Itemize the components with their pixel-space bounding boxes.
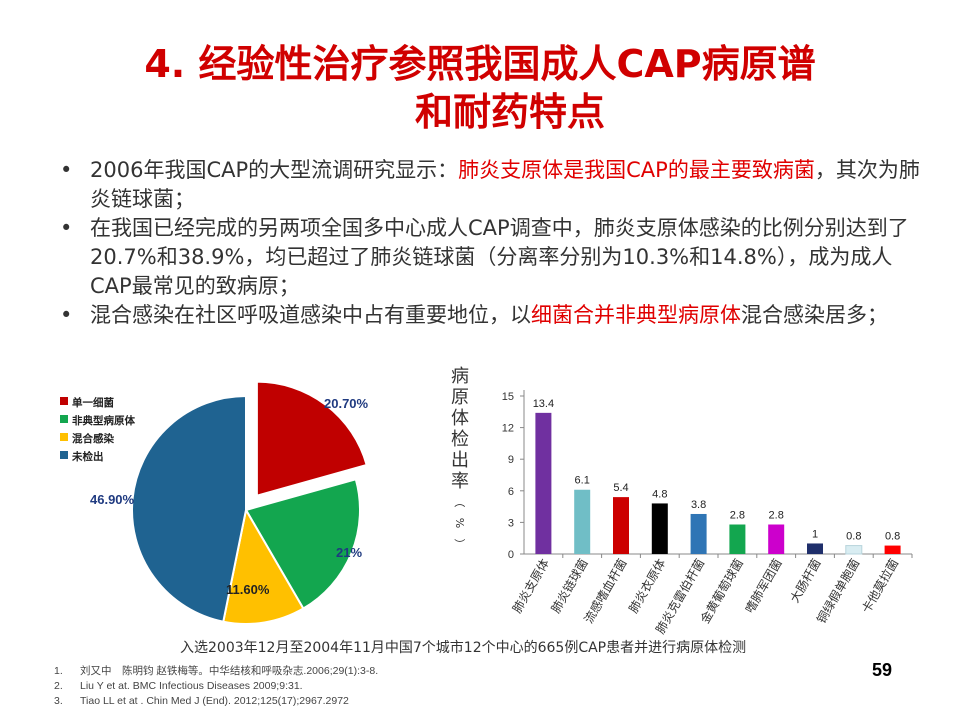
y-tick-label: 3	[508, 517, 514, 529]
reference-item: 1. 刘又中 陈明钧 赵铁梅等。中华结核和呼吸杂志.2006;29(1):3-8.	[54, 664, 614, 679]
legend-swatch	[60, 433, 68, 441]
reference-text: Liu Y et at. BMC Infectious Diseases 200…	[80, 680, 303, 692]
bullet-highlight: 肺炎支原体是我国CAP的最主要致病菌	[458, 158, 815, 182]
y-tick-label: 15	[502, 391, 514, 403]
bar	[690, 513, 707, 554]
bar	[884, 545, 901, 554]
bar	[574, 489, 591, 554]
x-tick-label: 大肠杆菌	[787, 557, 823, 606]
pie-slice	[255, 380, 368, 497]
y-axis-label-char: 原	[451, 387, 469, 408]
x-tick-label: 卡他莫拉菌	[858, 556, 901, 615]
pie-slice	[222, 507, 305, 625]
y-axis-label-char: 病	[451, 366, 469, 387]
y-axis-label-char: 出	[451, 450, 469, 471]
reference-item: 3. Tiao LL et at . Chin Med J (End). 2012…	[54, 694, 614, 709]
pie-slice	[131, 394, 247, 623]
reference-text: Tiao LL et at . Chin Med J (End). 2012;1…	[80, 695, 349, 707]
chart-caption: 入选2003年12月至2004年11月中国7个城市12个中心的665例CAP患者…	[180, 640, 747, 656]
legend-entry: 单一细菌	[72, 396, 114, 409]
slide-title: 4. 经验性治疗参照我国成人CAP病原谱 和耐药特点	[0, 40, 960, 136]
pie-slice-label: 46.90%	[90, 492, 135, 507]
bar-value-label: 1	[812, 528, 818, 540]
bullet-list: 2006年我国CAP的大型流调研究显示：肺炎支原体是我国CAP的最主要致病菌，其…	[58, 156, 928, 330]
pie-slice-label: 11.60%	[226, 582, 270, 597]
reference-number: 2.	[54, 680, 63, 692]
bar-value-label: 6.1	[575, 475, 590, 487]
bar	[807, 543, 823, 554]
bar-value-label: 0.8	[846, 531, 861, 543]
legend-entry: 非典型病原体	[72, 414, 135, 427]
bar	[613, 497, 629, 554]
bar-value-label: 4.8	[652, 488, 667, 500]
pie-slice	[244, 478, 361, 610]
bullet-text: ，其次为肺炎链球菌；	[90, 158, 920, 211]
bullet-item: 混合感染在社区呼吸道感染中占有重要地位，以细菌合并非典型病原体混合感染居多；	[58, 301, 928, 330]
references: 1. 刘又中 陈明钧 赵铁梅等。中华结核和呼吸杂志.2006;29(1):3-8.…	[54, 664, 614, 709]
pie-slice-label: 21%	[336, 545, 362, 560]
legend-swatch	[60, 415, 68, 423]
bar	[845, 545, 863, 555]
bar-value-label: 2.8	[769, 510, 784, 522]
x-tick-label: 嗜肺军团菌	[743, 557, 785, 616]
bar-marks: 13.4肺炎支原体6.1肺炎链球菌5.4流感嗜血杆菌4.8肺炎衣原体3.8肺炎克…	[510, 398, 901, 636]
bullet-item: 2006年我国CAP的大型流调研究显示：肺炎支原体是我国CAP的最主要致病菌，其…	[58, 156, 928, 214]
bar-value-label: 2.8	[730, 510, 745, 522]
y-tick-label: 12	[502, 423, 514, 435]
bar	[651, 503, 668, 554]
y-axis-label-char: 体	[451, 408, 469, 429]
title-line-1: 4. 经验性治疗参照我国成人CAP病原谱	[144, 42, 816, 86]
y-axis-label-char: %	[453, 518, 466, 528]
y-tick-label: 9	[508, 454, 514, 466]
reference-text: 刘又中 陈明钧 赵铁梅等。中华结核和呼吸杂志.2006;29(1):3-8.	[80, 665, 379, 677]
pie-slice-label: 20.70%	[324, 396, 369, 411]
title-line-2: 和耐药特点	[414, 90, 605, 134]
bar	[535, 412, 552, 554]
legend-entry: 未检出	[71, 450, 104, 463]
x-tick-label: 肺炎链球菌	[548, 556, 591, 615]
bullet-highlight: 细菌合并非典型病原体	[531, 303, 741, 327]
bullet-text: 2006年我国CAP的大型流调研究显示：	[90, 158, 459, 182]
bar-value-label: 5.4	[613, 482, 628, 494]
bar-value-label: 13.4	[533, 398, 554, 410]
bullet-text: 混合感染居多；	[741, 303, 888, 327]
bar	[768, 524, 785, 554]
legend-swatch	[60, 397, 68, 405]
y-axis-label-char: （	[453, 497, 466, 508]
legend-entry: 混合感染	[72, 432, 114, 445]
pie-labels: 20.70% 21% 11.60% 46.90%	[90, 396, 369, 597]
bar	[729, 524, 746, 554]
bullet-item: 在我国已经完成的另两项全国多中心成人CAP调查中，肺炎支原体感染的比例分别达到了…	[58, 214, 928, 301]
pie-slices	[131, 380, 368, 625]
bar-value-label: 3.8	[691, 499, 706, 511]
y-tick-label: 0	[508, 549, 514, 561]
page-number: 59	[872, 660, 893, 680]
legend-swatch	[60, 451, 68, 459]
y-axis-label-char: ）	[453, 539, 466, 550]
y-axis-label-char: 检	[451, 429, 469, 450]
y-axis-label-char: 率	[451, 471, 469, 492]
y-tick-label: 6	[508, 486, 514, 498]
x-tick-label: 肺炎支原体	[510, 557, 552, 616]
reference-number: 1.	[54, 665, 63, 677]
bar-value-label: 0.8	[885, 531, 900, 543]
reference-number: 3.	[54, 695, 63, 707]
bullet-text: 在我国已经完成的另两项全国多中心成人CAP调查中，肺炎支原体感染的比例分别达到了…	[90, 216, 909, 298]
reference-item: 2. Liu Y et at. BMC Infectious Diseases 2…	[54, 679, 614, 694]
x-tick-label: 肺炎衣原体	[625, 556, 668, 615]
bullet-text: 混合感染在社区呼吸道感染中占有重要地位，以	[90, 303, 531, 327]
